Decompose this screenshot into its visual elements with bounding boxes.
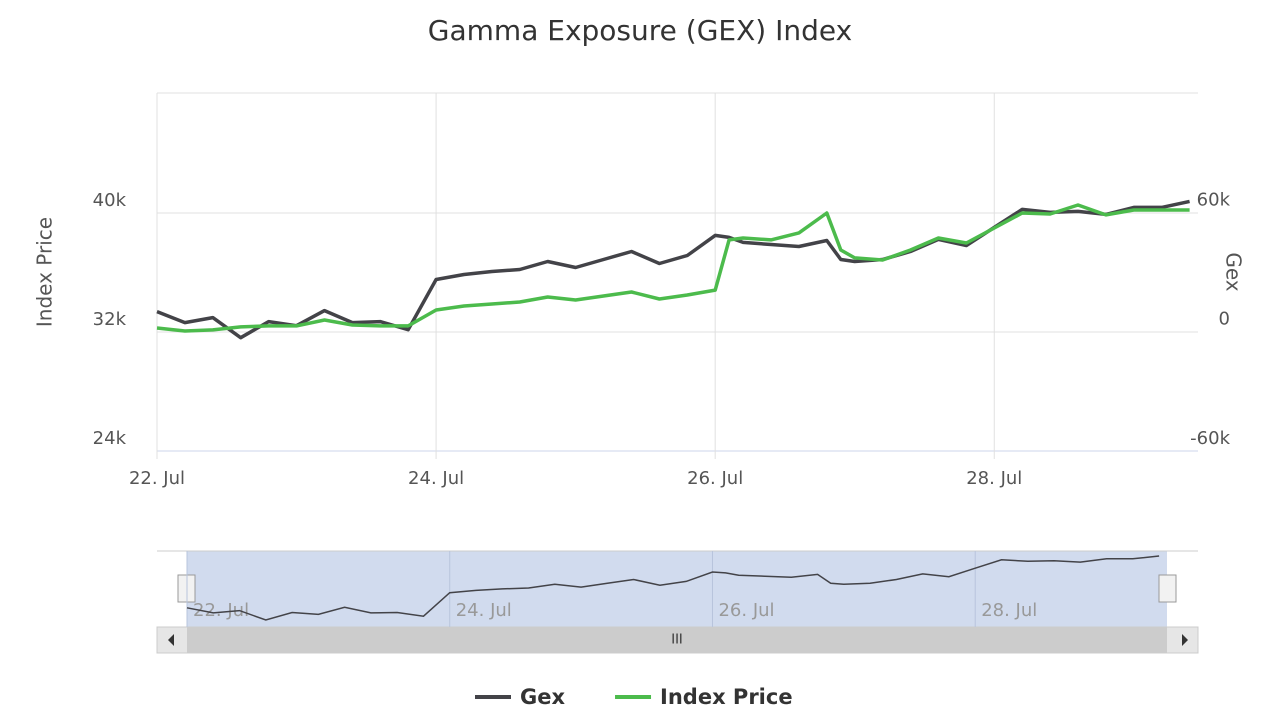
navigator-handle-right[interactable] <box>1158 574 1177 603</box>
y-tick-label: 24k <box>93 428 127 449</box>
x-tick-label: 22. Jul <box>129 468 185 489</box>
navigator-mask[interactable] <box>187 551 1167 627</box>
x-tick-label: 24. Jul <box>408 468 464 489</box>
legend-label[interactable]: Gex <box>520 685 565 709</box>
y-tick-label: 32k <box>93 309 127 330</box>
scroll-right[interactable] <box>1182 634 1188 646</box>
y-axis-title: Index Price <box>33 217 57 327</box>
legend: Gex Index Price <box>475 685 793 709</box>
y2-axis-title: Gex <box>1222 252 1246 291</box>
navigator-tick-label: 26. Jul <box>718 600 774 621</box>
navigator: 22. Jul 24. Jul 26. Jul 28. Jul <box>186 551 1160 627</box>
y2-tick-label: -60k <box>1190 428 1230 449</box>
legend-label[interactable]: Index Price <box>660 685 793 709</box>
navigator-tick-label: 28. Jul <box>981 600 1037 621</box>
navigator-tick-label: 24. Jul <box>456 600 512 621</box>
navigator-line <box>186 555 1160 621</box>
series-line <box>156 203 1190 333</box>
y2-tick-label: 0 <box>1219 309 1230 330</box>
chart-title: Gamma Exposure (GEX) Index <box>428 14 852 47</box>
grid <box>156 92 1198 459</box>
x-tick-label: 28. Jul <box>966 468 1022 489</box>
scrollbar-grip: III <box>671 633 683 648</box>
scrollbar-thumb[interactable] <box>187 627 1167 653</box>
series-line <box>156 199 1190 340</box>
scroll-left[interactable] <box>168 634 174 646</box>
x-tick-label: 26. Jul <box>687 468 743 489</box>
navigator-tick-label: 22. Jul <box>193 600 249 621</box>
y2-tick-label: 60k <box>1197 189 1231 210</box>
y-tick-label: 40k <box>93 190 127 211</box>
